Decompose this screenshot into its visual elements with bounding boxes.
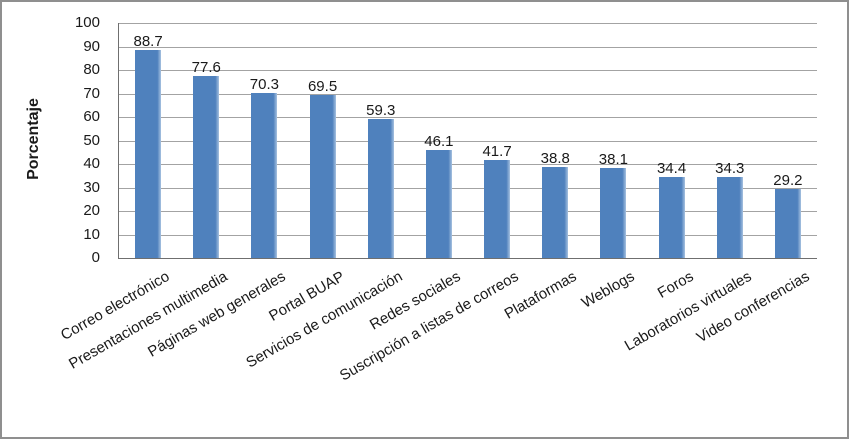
gridline <box>119 46 817 48</box>
y-axis-tick-label: 100 <box>74 14 100 31</box>
bar-value-label: 77.6 <box>191 58 221 76</box>
y-axis-tick-label: 10 <box>83 225 100 243</box>
bar-value-label: 38.1 <box>598 151 628 169</box>
gridline <box>119 234 817 236</box>
bar-value-label: 46.1 <box>424 132 454 150</box>
bar <box>542 166 569 258</box>
bar <box>193 75 220 258</box>
gridline <box>119 23 817 24</box>
y-axis-line <box>118 23 119 258</box>
bar <box>309 94 336 258</box>
gridline <box>119 70 817 71</box>
gridline <box>119 187 817 189</box>
gridline <box>119 164 817 165</box>
bar <box>135 49 162 258</box>
y-axis-tick-label: 0 <box>91 249 100 266</box>
bar-value-label: 41.7 <box>482 143 512 160</box>
bar-value-label: 69.5 <box>307 77 338 95</box>
gridline <box>119 93 817 95</box>
gridline <box>119 117 817 118</box>
bar <box>425 149 452 258</box>
bar <box>600 168 627 258</box>
bar-value-label: 70.3 <box>249 75 279 93</box>
gridline <box>119 140 817 142</box>
bar <box>658 177 685 258</box>
bar-value-label: 34.3 <box>715 160 745 178</box>
bar <box>251 92 278 258</box>
y-axis-tick-label: 80 <box>83 61 100 78</box>
bar <box>774 189 801 258</box>
y-axis-tick-label: 20 <box>83 202 100 219</box>
y-axis-tick-label: 40 <box>83 155 100 172</box>
bar-value-label: 59.3 <box>366 101 396 119</box>
plot-area: 88.7 77.6 70.3 69.5 59.3 46.1 41.7 38.8 38.1 34.4… <box>118 23 817 259</box>
bar-value-label: 88.7 <box>133 32 163 50</box>
gridline <box>119 211 817 212</box>
bar-value-label: 38.8 <box>540 149 570 167</box>
y-axis-tick-label: 30 <box>83 178 100 196</box>
y-axis-tick-label: 50 <box>83 131 100 149</box>
bar <box>716 177 743 258</box>
x-axis-line <box>118 258 817 259</box>
y-axis-tick-label: 60 <box>83 108 100 125</box>
bar-value-label: 29.2 <box>773 172 803 190</box>
bar <box>367 118 394 258</box>
bar-value-label: 34.4 <box>656 160 687 178</box>
y-axis-tick-label: 70 <box>83 84 100 102</box>
y-axis-tick-label: 90 <box>83 37 100 55</box>
bar <box>484 160 511 258</box>
